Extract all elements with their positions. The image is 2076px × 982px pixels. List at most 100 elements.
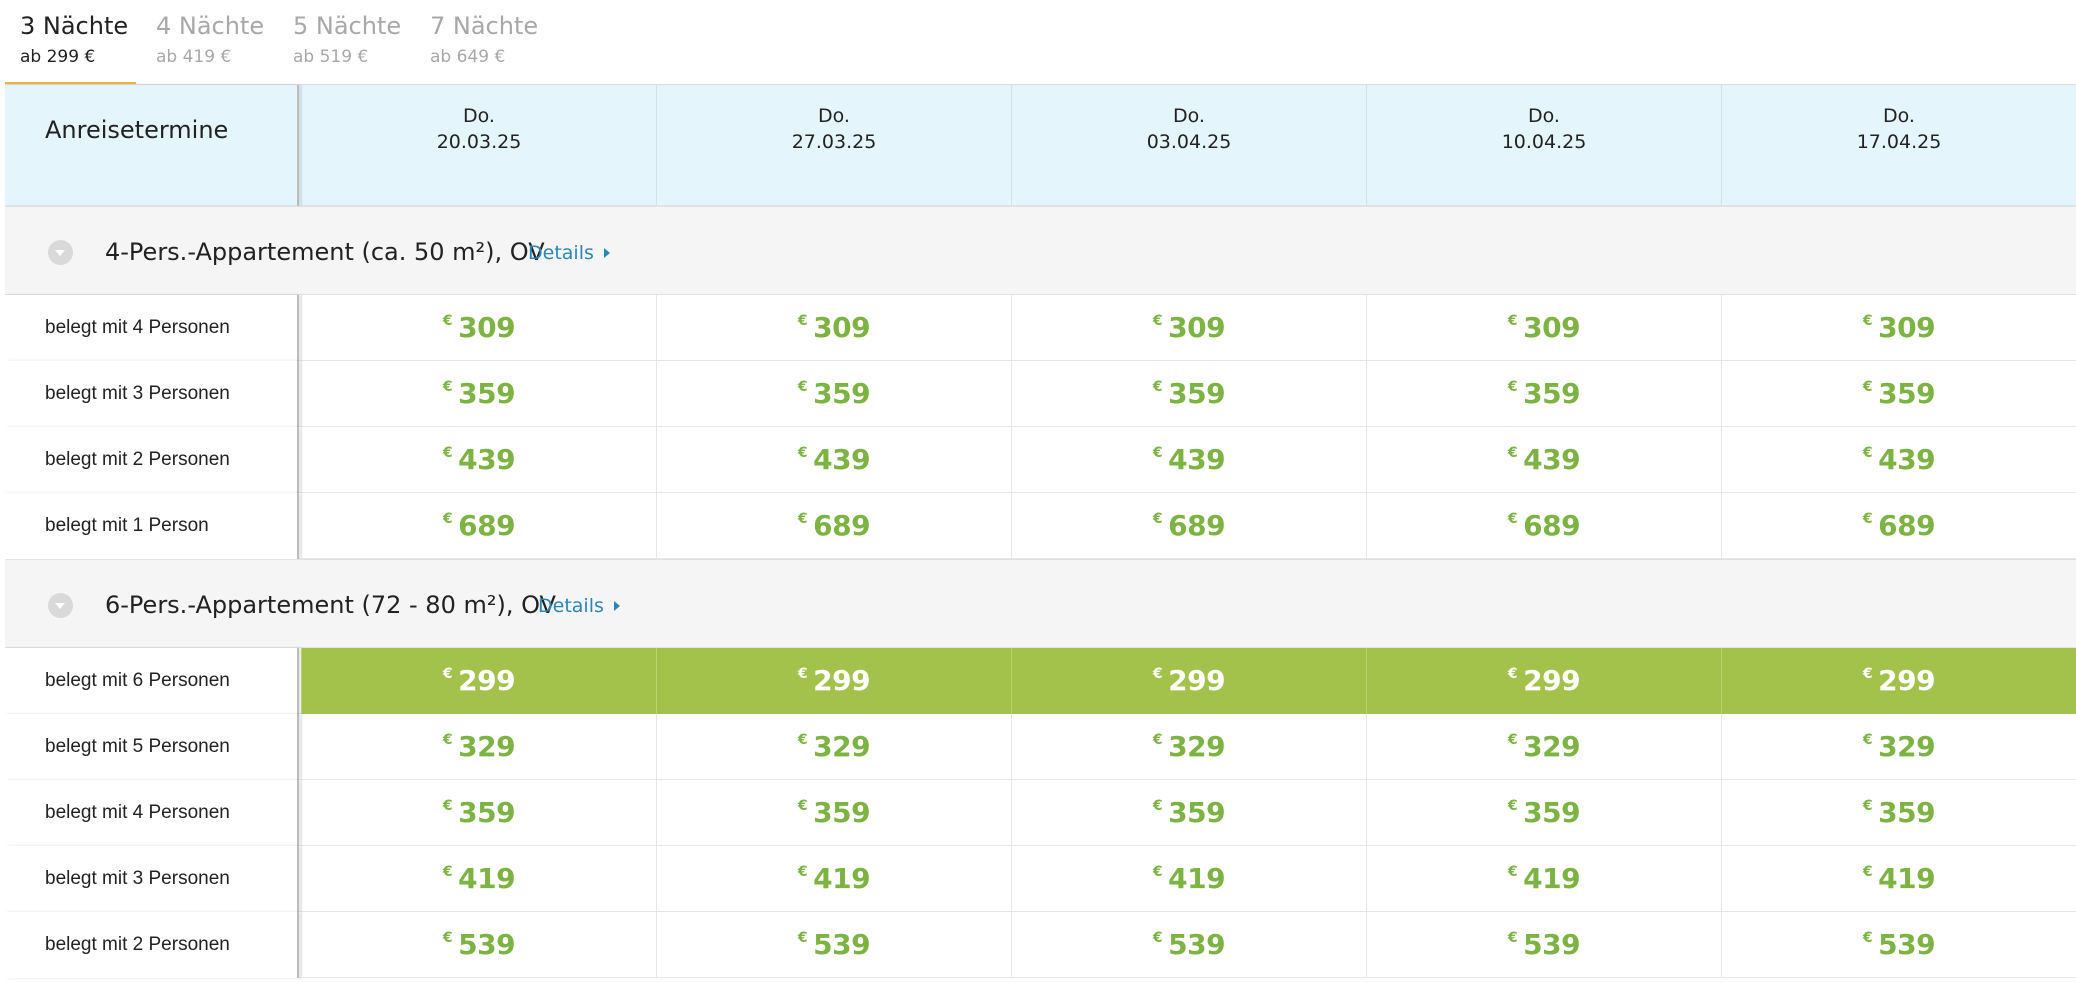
price: €539 [302,928,656,961]
tab-title: 3 Nächte [20,12,129,40]
price-cell[interactable]: €299 [1366,648,1721,714]
price-cell[interactable]: €299 [1721,648,2076,714]
price-cell[interactable]: €359 [1721,361,2076,427]
price-cell[interactable]: €329 [1011,714,1366,780]
price-cell[interactable]: €359 [301,361,656,427]
details-link[interactable]: Details [528,242,610,264]
price-cell[interactable]: €359 [1721,780,2076,846]
currency-symbol: € [1152,379,1163,395]
price: €309 [302,311,656,344]
currency-symbol: € [442,313,453,329]
price-cell[interactable]: €359 [1366,780,1721,846]
price-cell[interactable]: €439 [656,427,1011,493]
price-value: 689 [1523,509,1581,542]
price-cell[interactable]: €439 [1011,427,1366,493]
price-cell[interactable]: €299 [656,648,1011,714]
price-cell[interactable]: €419 [1721,846,2076,912]
price-cell[interactable]: €439 [1721,427,2076,493]
price-cell[interactable]: €689 [1721,493,2076,559]
currency-symbol: € [1862,313,1873,329]
price-cell[interactable]: €309 [1721,295,2076,361]
price: €359 [657,796,1011,829]
occupancy-cell: belegt mit 2 Personen [5,427,299,493]
price: €359 [657,377,1011,410]
currency-symbol: € [1152,732,1163,748]
tab-7-naechte[interactable]: 7 Nächte ab 649 € [410,0,550,86]
price-cell[interactable]: €539 [1721,912,2076,978]
price-cell[interactable]: €419 [1366,846,1721,912]
occupancy-cell: belegt mit 1 Person [5,493,299,559]
collapse-toggle-icon[interactable] [48,240,73,265]
price-cell[interactable]: €309 [1011,295,1366,361]
price-value: 359 [1168,796,1226,829]
price-cell[interactable]: €439 [301,427,656,493]
currency-symbol: € [1862,445,1873,461]
price-cell[interactable]: €359 [656,780,1011,846]
currency-symbol: € [797,379,808,395]
price-cell[interactable]: €419 [301,846,656,912]
currency-symbol: € [1152,798,1163,814]
tab-3-naechte[interactable]: 3 Nächte ab 299 € [0,0,136,86]
price-cell[interactable]: €329 [301,714,656,780]
price-cell[interactable]: €689 [656,493,1011,559]
currency-symbol: € [1862,930,1873,946]
price-cell[interactable]: €329 [656,714,1011,780]
collapse-toggle-icon[interactable] [48,593,73,618]
price-cell[interactable]: €539 [301,912,656,978]
price-cell[interactable]: €419 [656,846,1011,912]
room-group-header: 6-Pers.-Appartement (72 - 80 m²), OV Deta… [5,559,2076,648]
price-cell[interactable]: €309 [1366,295,1721,361]
price-cell[interactable]: €539 [656,912,1011,978]
price-cell[interactable]: €439 [1366,427,1721,493]
price-value: 419 [1878,862,1936,895]
price: €689 [302,509,656,542]
price-cell[interactable]: €689 [1366,493,1721,559]
price-cell[interactable]: €359 [656,361,1011,427]
price: €689 [1012,509,1366,542]
currency-symbol: € [442,379,453,395]
price-cell[interactable]: €359 [301,780,656,846]
price-cell[interactable]: €359 [1011,780,1366,846]
date-column-header: Do. 03.04.25 [1011,85,1366,206]
currency-symbol: € [1507,732,1518,748]
price-value: 439 [813,443,871,476]
price-value: 439 [1168,443,1226,476]
currency-symbol: € [797,930,808,946]
price-cell[interactable]: €539 [1366,912,1721,978]
price-value: 329 [1168,730,1226,763]
price-value: 329 [1878,730,1936,763]
price-cell[interactable]: €359 [1011,361,1366,427]
price-cell[interactable]: €309 [656,295,1011,361]
price: €309 [1012,311,1366,344]
table-row: belegt mit 4 Personen €309 €309 €309 €309 €30… [5,295,2076,361]
price-cell[interactable]: €329 [1366,714,1721,780]
price-cell[interactable]: €359 [1366,361,1721,427]
currency-symbol: € [1507,864,1518,880]
tab-5-naechte[interactable]: 5 Nächte ab 519 € [273,0,410,86]
price-cell[interactable]: €689 [301,493,656,559]
price: €299 [657,664,1011,697]
price-cell[interactable]: €309 [301,295,656,361]
date-column-header: Do. 10.04.25 [1366,85,1721,206]
currency-symbol: € [1862,379,1873,395]
price-value: 439 [1523,443,1581,476]
price-cell[interactable]: €299 [301,648,656,714]
price-cell[interactable]: €689 [1011,493,1366,559]
price-cell[interactable]: €329 [1721,714,2076,780]
price-value: 359 [458,796,516,829]
details-link[interactable]: Details [538,595,620,617]
price: €309 [1367,311,1721,344]
price: €329 [1722,730,2076,763]
tab-4-naechte[interactable]: 4 Nächte ab 419 € [136,0,273,86]
price-value: 299 [1168,664,1226,697]
currency-symbol: € [1862,732,1873,748]
price-cell[interactable]: €539 [1011,912,1366,978]
price-value: 329 [813,730,871,763]
price-cell[interactable]: €419 [1011,846,1366,912]
price-cell[interactable]: €299 [1011,648,1366,714]
arrival-date: 17.04.25 [1856,131,1942,153]
price: €329 [1367,730,1721,763]
weekday: Do. [1173,105,1205,127]
currency-symbol: € [1862,511,1873,527]
currency-symbol: € [442,930,453,946]
